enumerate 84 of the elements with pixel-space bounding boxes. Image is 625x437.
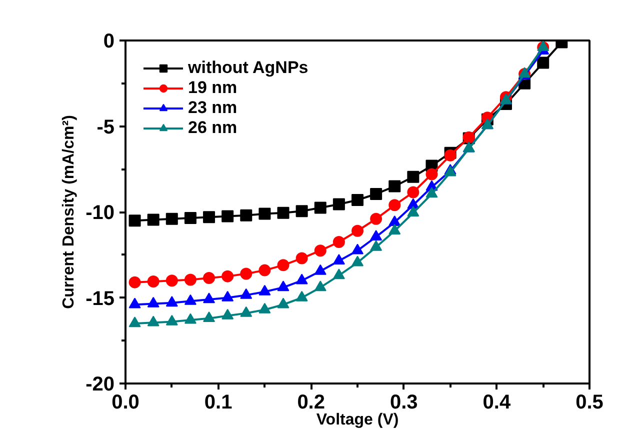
point	[166, 314, 178, 326]
point	[222, 210, 234, 222]
point	[166, 296, 178, 307]
point	[314, 264, 326, 275]
legend-label: 19 nm	[188, 78, 238, 98]
point	[314, 202, 326, 214]
x-tick-label: 0.2	[297, 392, 326, 414]
point	[203, 272, 216, 284]
y-tick-label: 0	[103, 30, 114, 52]
legend-label: without AgNPs	[188, 58, 308, 78]
point	[277, 280, 290, 292]
point	[147, 316, 160, 326]
point	[296, 274, 308, 284]
point	[184, 274, 196, 286]
point	[222, 290, 234, 302]
point	[128, 316, 141, 328]
point	[166, 212, 178, 225]
x-tick-label: 0.5	[576, 392, 604, 414]
point	[296, 290, 308, 302]
point	[240, 268, 252, 280]
point	[203, 292, 216, 304]
point	[128, 298, 141, 308]
point	[388, 199, 401, 212]
y-tick-label: -15	[86, 288, 114, 310]
x-axis-title: Voltage (V)	[316, 412, 399, 428]
point	[332, 198, 345, 210]
point	[407, 170, 420, 183]
point	[332, 254, 345, 265]
point	[277, 206, 290, 219]
point	[388, 215, 401, 226]
y-axis-title: Current Density (mA/cm²)	[60, 115, 78, 309]
point	[537, 56, 550, 69]
point	[370, 188, 382, 200]
point	[258, 284, 271, 296]
point	[258, 302, 271, 314]
point	[388, 224, 401, 235]
point	[184, 313, 196, 324]
point	[147, 296, 160, 308]
point	[332, 268, 345, 280]
y-tick-label: -20	[86, 374, 114, 396]
point	[352, 256, 364, 266]
point	[240, 209, 252, 222]
point	[370, 230, 382, 241]
point	[147, 275, 160, 288]
point	[277, 259, 290, 272]
point	[444, 149, 456, 162]
point	[128, 214, 141, 227]
point	[352, 224, 364, 237]
point	[258, 264, 271, 276]
point	[426, 187, 438, 198]
point	[222, 308, 234, 320]
point	[352, 194, 364, 206]
point	[370, 212, 382, 225]
point	[407, 186, 420, 198]
point	[407, 206, 420, 217]
x-tick-label: 0.1	[204, 392, 232, 414]
point	[314, 244, 326, 257]
legend-label: 26 nm	[188, 118, 238, 138]
point	[388, 180, 401, 192]
y-tick-label: -10	[86, 202, 114, 224]
legend-label: 23 nm	[188, 98, 238, 118]
point	[314, 280, 326, 292]
point	[184, 212, 196, 224]
point	[166, 274, 178, 287]
point	[296, 205, 308, 218]
point	[426, 168, 438, 180]
x-tick-label: 0.0	[112, 392, 140, 414]
point	[352, 244, 364, 254]
x-tick-label: 0.3	[390, 392, 418, 414]
point	[240, 306, 252, 317]
point	[296, 252, 308, 264]
point	[370, 240, 382, 251]
point	[240, 288, 252, 299]
point	[332, 236, 345, 248]
point	[222, 270, 234, 282]
x-tick-label: 0.4	[482, 392, 512, 414]
point	[277, 298, 290, 308]
y-tick-label: -5	[96, 116, 115, 138]
point	[203, 211, 216, 224]
point	[203, 311, 216, 322]
point	[147, 214, 160, 226]
point	[258, 208, 271, 220]
point	[184, 294, 196, 305]
point	[128, 276, 141, 288]
